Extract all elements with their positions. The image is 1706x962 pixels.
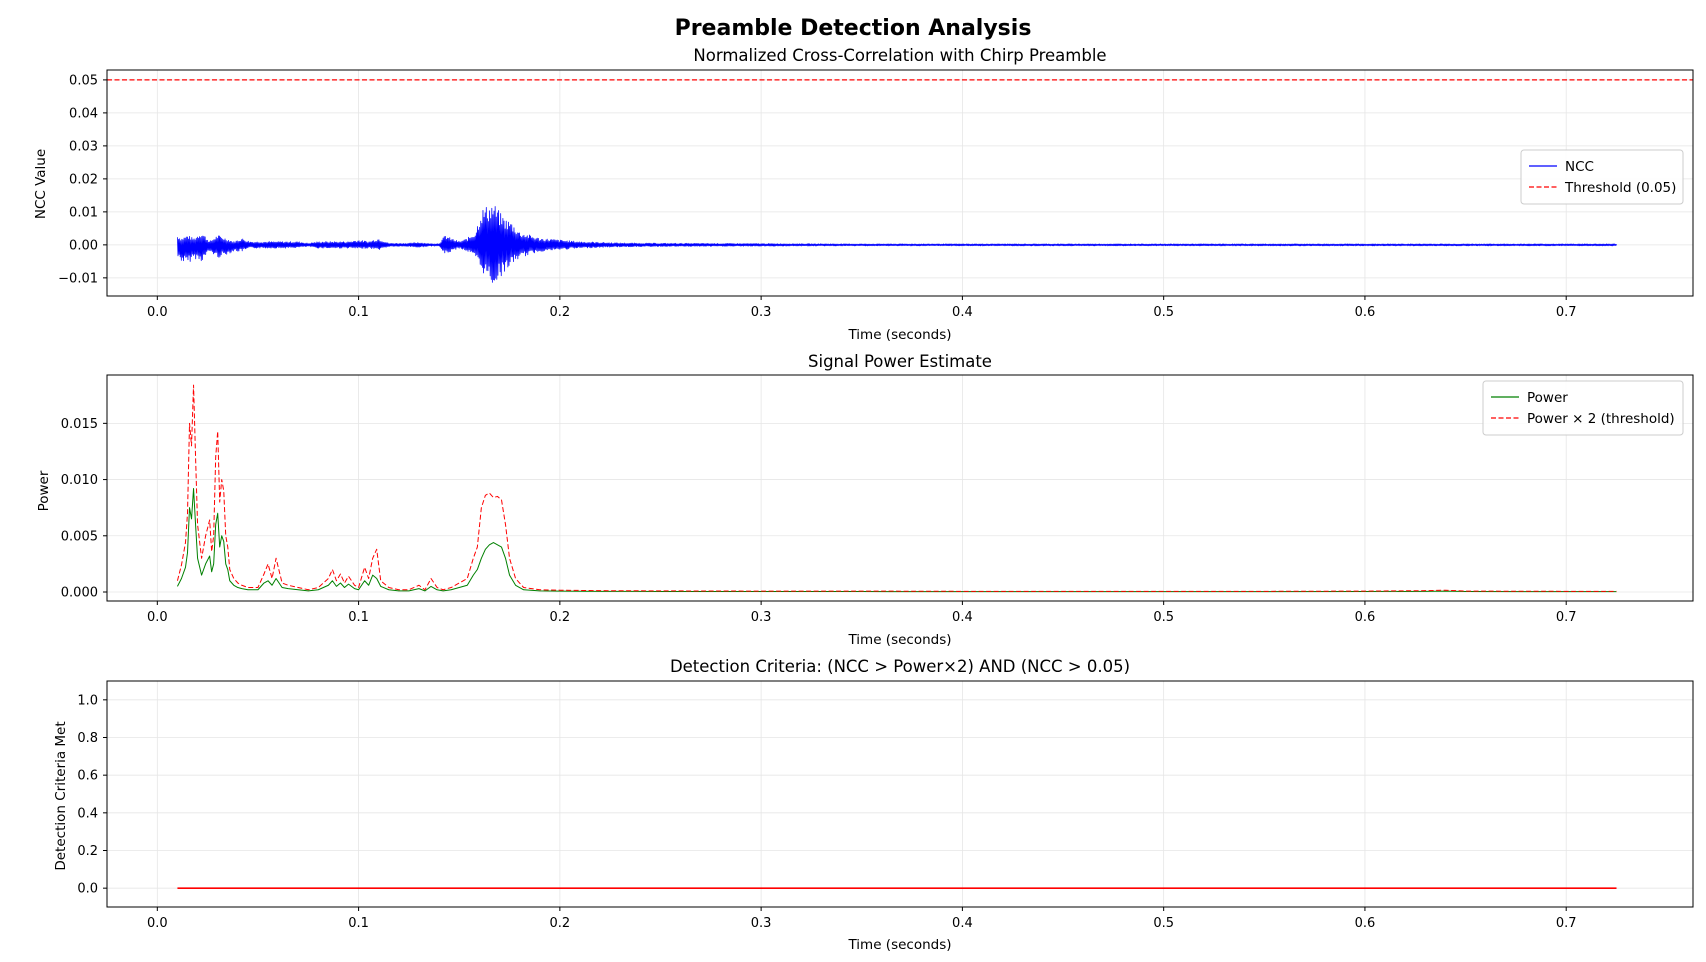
power-x-tick-label: 0.5 — [1153, 610, 1174, 625]
ncc-legend: NCC Threshold (0.05) — [1520, 149, 1684, 205]
ncc-y-tick-label: 0.05 — [69, 73, 98, 88]
detection-y-axis-label: Detection Criteria Met — [53, 721, 69, 870]
ncc-legend-label: NCC — [1565, 159, 1594, 175]
ncc-x-tick-label: 0.0 — [147, 305, 168, 320]
power-x-tick-label: 0.4 — [952, 610, 973, 625]
power-x-tick-label: 0.0 — [147, 610, 168, 625]
panel-ncc: Normalized Cross-Correlation with Chirp … — [33, 46, 1694, 343]
ncc-series-ncc — [177, 206, 1617, 283]
power-legend-label: Power × 2 (threshold) — [1527, 411, 1675, 427]
ncc-panel-title: Normalized Cross-Correlation with Chirp … — [693, 46, 1106, 65]
power-series-power — [176, 488, 1617, 593]
figure-title: Preamble Detection Analysis — [675, 16, 1032, 41]
power-x-tick-label: 0.3 — [751, 610, 772, 625]
power-y-tick-label: 0.010 — [61, 473, 98, 488]
ncc-y-tick-label: 0.04 — [69, 106, 98, 121]
power-series-power-2-threshold — [176, 384, 1617, 592]
ncc-x-tick-label: 0.4 — [952, 305, 973, 320]
power-x-tick-label: 0.2 — [550, 610, 571, 625]
ncc-legend-label: Threshold (0.05) — [1564, 180, 1676, 196]
detection-x-tick-label: 0.0 — [147, 916, 168, 931]
detection-y-tick-label: 0.2 — [77, 844, 98, 859]
ncc-y-axis-label: NCC Value — [33, 149, 49, 219]
detection-x-tick-label: 0.1 — [348, 916, 369, 931]
ncc-axes-frame — [106, 69, 1694, 297]
detection-x-tick-label: 0.2 — [550, 916, 571, 931]
power-x-tick-label: 0.6 — [1355, 610, 1376, 625]
power-axes-frame — [106, 374, 1694, 602]
ncc-y-tick-label: 0.00 — [69, 238, 98, 253]
power-x-tick-label: 0.7 — [1556, 610, 1577, 625]
power-y-tick-label: 0.000 — [61, 586, 98, 601]
ncc-x-tick-label: 0.3 — [751, 305, 772, 320]
detection-panel-title: Detection Criteria: (NCC > Power×2) AND … — [670, 657, 1130, 676]
detection-y-tick-label: 0.4 — [77, 806, 98, 821]
ncc-x-tick-label: 0.2 — [550, 305, 571, 320]
panel-detection: Detection Criteria: (NCC > Power×2) AND … — [53, 657, 1694, 953]
power-legend-box — [1482, 380, 1684, 436]
detection-y-tick-label: 0.6 — [77, 769, 98, 784]
ncc-y-tick-label: 0.02 — [69, 172, 98, 187]
power-legend-label: Power — [1527, 390, 1568, 406]
ncc-y-tick-label: 0.03 — [69, 139, 98, 154]
power-panel-title: Signal Power Estimate — [808, 352, 992, 371]
power-legend: Power Power × 2 (threshold) — [1482, 380, 1684, 436]
ncc-x-tick-label: 0.5 — [1153, 305, 1174, 320]
detection-y-tick-label: 1.0 — [77, 693, 98, 708]
power-x-axis-label: Time (seconds) — [847, 632, 951, 648]
power-x-tick-label: 0.1 — [348, 610, 369, 625]
ncc-y-tick-label: 0.01 — [69, 205, 98, 220]
ncc-x-axis-label: Time (seconds) — [847, 327, 951, 343]
power-y-axis-label: Power — [36, 470, 52, 511]
ncc-x-tick-label: 0.1 — [348, 305, 369, 320]
ncc-x-tick-label: 0.7 — [1556, 305, 1577, 320]
detection-x-tick-label: 0.4 — [952, 916, 973, 931]
power-y-tick-label: 0.005 — [61, 529, 98, 544]
detection-x-tick-label: 0.5 — [1153, 916, 1174, 931]
ncc-y-tick-label: −0.01 — [58, 271, 98, 286]
detection-x-tick-label: 0.7 — [1556, 916, 1577, 931]
detection-x-tick-label: 0.6 — [1355, 916, 1376, 931]
detection-y-tick-label: 0.0 — [77, 882, 98, 897]
ncc-x-tick-label: 0.6 — [1355, 305, 1376, 320]
panel-power: Signal Power Estimate 0.0 0.1 0.2 0.3 0.4 0.5… — [36, 352, 1694, 648]
power-y-tick-label: 0.015 — [61, 417, 98, 432]
ncc-legend-box — [1520, 149, 1684, 205]
detection-x-tick-label: 0.3 — [751, 916, 772, 931]
detection-y-tick-label: 0.8 — [77, 731, 98, 746]
detection-x-axis-label: Time (seconds) — [847, 937, 951, 953]
detection-axes-frame — [106, 680, 1694, 908]
